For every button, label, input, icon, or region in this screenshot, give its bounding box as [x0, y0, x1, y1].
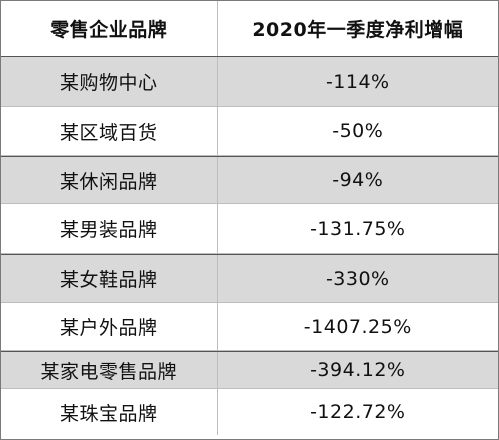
table-row: 某区域百货 -50%	[1, 107, 498, 156]
table-header-row: 零售企业品牌 2020年一季度净利增幅	[1, 1, 498, 57]
brand-name-cell: 某家电零售品牌	[1, 352, 218, 388]
table-row: 某男装品牌 -131.75%	[1, 204, 498, 254]
table-row: 某休闲品牌 -94%	[1, 156, 498, 204]
brand-name-cell: 某区域百货	[1, 107, 218, 155]
profit-change-cell: -114%	[325, 70, 390, 93]
profit-change-cell: -394.12%	[310, 359, 406, 381]
header-profit-change: 2020年一季度净利增幅	[252, 19, 464, 41]
brand-name-cell: 某女鞋品牌	[1, 255, 218, 302]
table-row: 某购物中心 -114%	[1, 57, 498, 107]
brand-name-cell: 某男装品牌	[1, 204, 218, 253]
profit-change-cell: -94%	[332, 169, 384, 191]
profit-change-cell: -50%	[332, 120, 384, 142]
brand-name-cell: 某珠宝品牌	[1, 389, 218, 435]
header-brand: 零售企业品牌	[1, 1, 218, 56]
table-row: 某女鞋品牌 -330%	[1, 254, 498, 303]
table-row: 某户外品牌 -1407.25%	[1, 303, 498, 351]
profit-change-cell: -330%	[325, 267, 390, 290]
brand-name-cell: 某户外品牌	[1, 303, 218, 350]
profit-change-cell: -122.72%	[310, 401, 406, 423]
brand-name-cell: 某休闲品牌	[1, 157, 218, 203]
table-row: 某家电零售品牌 -394.12%	[1, 351, 498, 389]
brand-name-cell: 某购物中心	[1, 57, 218, 106]
profit-change-cell: -131.75%	[310, 217, 406, 240]
profit-change-cell: -1407.25%	[303, 315, 412, 338]
table-row: 某珠宝品牌 -122.72%	[1, 389, 498, 435]
